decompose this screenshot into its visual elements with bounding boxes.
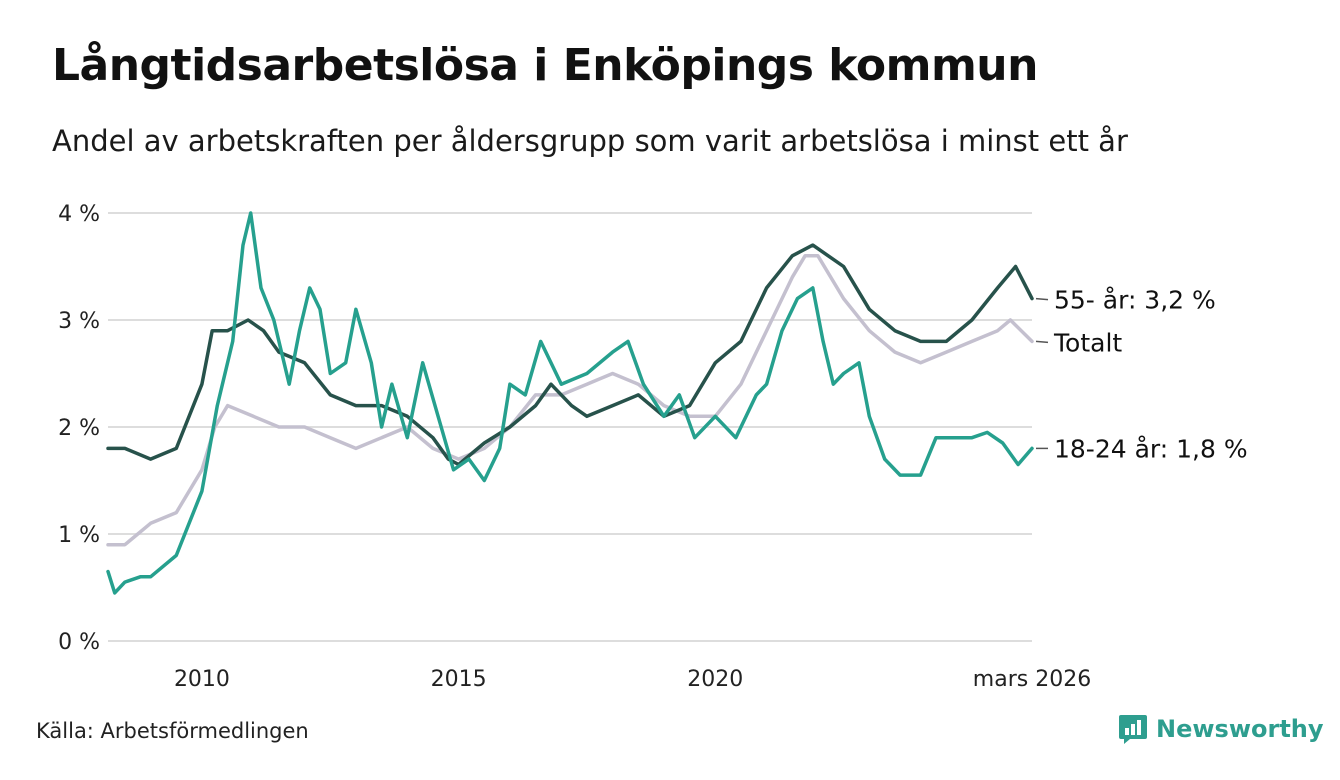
series-line-totalt <box>106 254 1034 547</box>
newsworthy-logo-icon <box>1119 715 1147 744</box>
x-tick-label: 2010 <box>174 667 230 692</box>
series-line-55-r <box>106 243 1034 467</box>
page-title: Långtidsarbetslösa i Enköpings kommun <box>52 40 1038 91</box>
end-label-connector <box>1035 340 1049 344</box>
gridlines <box>108 212 1032 642</box>
end-label: 55- år: 3,2 % <box>1054 286 1216 315</box>
y-tick-label: 2 % <box>58 416 100 441</box>
x-tick-label: 2020 <box>687 667 743 692</box>
brand-name: Newsworthy <box>1156 715 1324 743</box>
y-tick-label: 3 % <box>58 309 100 334</box>
series-end-labels: Totalt 55- år: 3,2 % 18-24 år: 1,8 % <box>1035 286 1248 463</box>
y-tick-label: 1 % <box>58 523 100 548</box>
series-line-18-24-r <box>106 211 1034 595</box>
page-subtitle: Andel av arbetskraften per åldersgrupp s… <box>52 124 1128 158</box>
brand-logo: Newsworthy <box>1118 713 1324 745</box>
end-label-connector <box>1035 297 1049 301</box>
y-tick-label: 4 % <box>58 202 100 227</box>
axis-ticks: 0 % 1 % 2 % 3 % 4 % 2010 2015 2020 mars 2026 <box>58 202 1091 692</box>
y-tick-label: 0 % <box>58 630 100 655</box>
x-tick-label: 2015 <box>431 667 487 692</box>
end-label: 18-24 år: 1,8 % <box>1054 434 1248 463</box>
x-tick-label: mars 2026 <box>973 667 1091 692</box>
end-label: Totalt <box>1053 328 1122 357</box>
series-lines <box>106 211 1034 595</box>
source-note: Källa: Arbetsförmedlingen <box>36 719 309 743</box>
